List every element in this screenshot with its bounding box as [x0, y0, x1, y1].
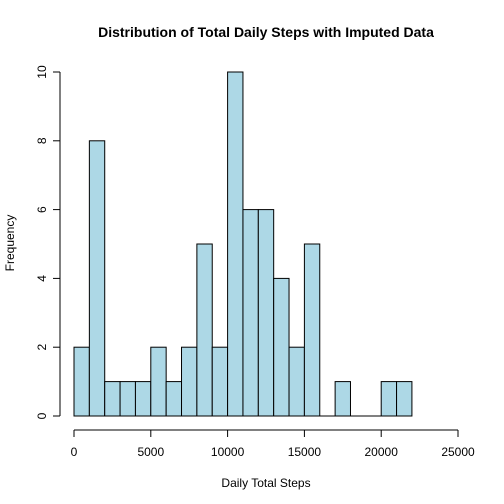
x-tick-label: 0: [71, 445, 78, 459]
x-tick-label: 15000: [288, 445, 322, 459]
histogram-bar: [257, 209, 275, 417]
histogram-bar: [134, 381, 152, 417]
y-tick-label: 4: [35, 275, 49, 282]
x-axis-label: Daily Total Steps: [221, 476, 310, 490]
histogram-bar: [288, 346, 305, 417]
histogram-bar: [211, 346, 229, 417]
histogram-bar: [380, 381, 398, 417]
x-tick-label: 20000: [365, 445, 399, 459]
chart-title: Distribution of Total Daily Steps with I…: [98, 24, 434, 40]
bars-group: [73, 71, 413, 417]
histogram-bar: [88, 140, 106, 417]
y-tick-label: 8: [35, 137, 49, 144]
histogram-bar: [196, 243, 213, 417]
histogram-bar: [303, 243, 321, 417]
histogram-bar: [150, 346, 167, 417]
x-tick-label: 5000: [137, 445, 164, 459]
histogram-bar: [73, 346, 90, 417]
y-tick-label: 0: [35, 412, 49, 419]
histogram-bar: [165, 381, 183, 417]
y-tick-label: 10: [35, 65, 49, 79]
y-tick-label: 2: [35, 344, 49, 351]
histogram-bar: [334, 381, 351, 417]
histogram-bar: [242, 209, 259, 417]
y-axis-label: Frequency: [3, 215, 17, 272]
histogram-bar: [181, 346, 198, 417]
histogram-bar: [396, 381, 413, 417]
x-axis: 0 5000 10000 15000 20000 25000: [71, 429, 475, 459]
histogram-bar: [104, 381, 121, 417]
y-axis: 0 2 4 6 8 10: [35, 65, 61, 419]
x-tick-label: 25000: [441, 445, 475, 459]
histogram-bar: [273, 277, 290, 417]
y-tick-label: 6: [35, 206, 49, 213]
histogram-bar: [227, 71, 244, 417]
histogram-bar: [119, 381, 136, 417]
x-tick-label: 10000: [211, 445, 245, 459]
